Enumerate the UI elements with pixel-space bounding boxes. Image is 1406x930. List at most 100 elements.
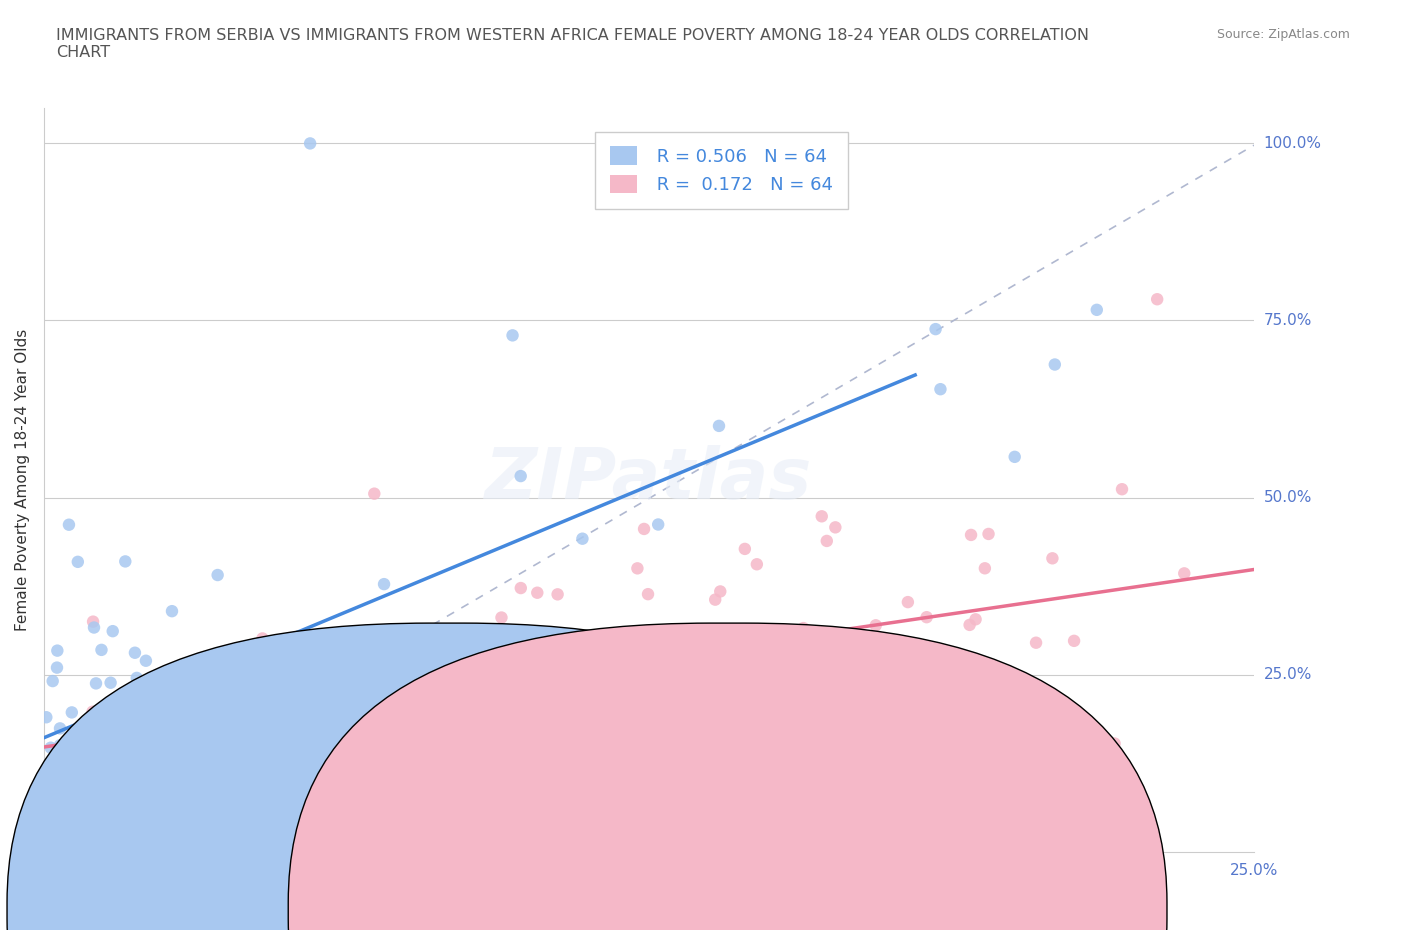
- Point: [502, 328, 524, 343]
- Point: [114, 554, 136, 569]
- Point: [135, 653, 157, 668]
- Point: [252, 631, 274, 646]
- Point: [884, 658, 907, 672]
- Point: [37, 777, 59, 792]
- Point: [155, 703, 177, 718]
- Point: [419, 741, 441, 756]
- Point: [792, 620, 814, 635]
- Point: [104, 699, 127, 714]
- Point: [323, 749, 346, 764]
- Point: [139, 700, 162, 715]
- Point: [276, 671, 298, 686]
- Text: 25.0%: 25.0%: [1264, 667, 1312, 682]
- Text: IMMIGRANTS FROM SERBIA VS IMMIGRANTS FROM WESTERN AFRICA FEMALE POVERTY AMONG 18: IMMIGRANTS FROM SERBIA VS IMMIGRANTS FRO…: [56, 28, 1090, 60]
- Point: [707, 418, 730, 433]
- Point: [49, 721, 72, 736]
- Point: [214, 787, 236, 802]
- Point: [346, 711, 368, 725]
- Point: [1063, 633, 1085, 648]
- Point: [363, 486, 385, 501]
- Point: [915, 610, 938, 625]
- Point: [704, 592, 727, 607]
- Point: [157, 830, 180, 845]
- Point: [1004, 449, 1026, 464]
- Point: [174, 830, 197, 845]
- Point: [1173, 566, 1195, 581]
- Point: [177, 751, 200, 765]
- Point: [626, 561, 648, 576]
- Point: [633, 522, 655, 537]
- Point: [105, 725, 128, 740]
- Point: [35, 710, 58, 724]
- Point: [219, 723, 242, 737]
- Point: [409, 816, 432, 830]
- Point: [734, 541, 756, 556]
- Point: [752, 670, 775, 684]
- Point: [51, 790, 73, 804]
- Point: [929, 381, 952, 396]
- Point: [46, 660, 69, 675]
- Text: 50.0%: 50.0%: [1264, 490, 1312, 505]
- Point: [1025, 635, 1047, 650]
- Point: [526, 585, 548, 600]
- Point: [637, 587, 659, 602]
- Point: [231, 656, 253, 671]
- Point: [39, 830, 62, 845]
- Point: [658, 630, 681, 644]
- Point: [998, 776, 1021, 790]
- Point: [86, 830, 108, 845]
- Point: [44, 801, 66, 816]
- Point: [1043, 357, 1066, 372]
- Point: [84, 830, 107, 845]
- Point: [547, 587, 569, 602]
- Point: [969, 787, 991, 802]
- Point: [118, 830, 141, 845]
- Point: [83, 620, 105, 635]
- Text: Source: ZipAtlas.com: Source: ZipAtlas.com: [1216, 28, 1350, 41]
- Point: [46, 644, 69, 658]
- Point: [188, 703, 211, 718]
- Point: [509, 469, 531, 484]
- Point: [810, 509, 832, 524]
- Point: [1111, 482, 1133, 497]
- Point: [745, 557, 768, 572]
- Point: [353, 804, 375, 818]
- Point: [647, 517, 669, 532]
- Point: [959, 618, 981, 632]
- Point: [977, 526, 1000, 541]
- Point: [65, 803, 87, 817]
- Point: [125, 671, 148, 685]
- Point: [1054, 740, 1077, 755]
- Point: [59, 790, 82, 805]
- Point: [160, 604, 183, 618]
- Point: [865, 618, 887, 632]
- Point: [82, 704, 104, 719]
- Text: 75.0%: 75.0%: [1264, 313, 1312, 328]
- Point: [35, 768, 58, 783]
- Point: [225, 808, 247, 823]
- Point: [100, 675, 122, 690]
- Point: [58, 739, 80, 754]
- Point: [117, 732, 139, 747]
- Point: [965, 612, 987, 627]
- Point: [832, 690, 855, 705]
- Point: [66, 554, 89, 569]
- Text: ZIPatlas: ZIPatlas: [485, 445, 813, 514]
- Point: [651, 757, 673, 772]
- Point: [897, 594, 920, 609]
- Point: [491, 610, 513, 625]
- Point: [101, 624, 124, 639]
- Point: [49, 737, 72, 752]
- Point: [1146, 292, 1168, 307]
- Point: [373, 577, 395, 591]
- Point: [824, 520, 846, 535]
- Legend:  R = 0.506   N = 64,  R =  0.172   N = 64: R = 0.506 N = 64, R = 0.172 N = 64: [595, 132, 848, 208]
- Point: [960, 527, 983, 542]
- Point: [935, 666, 957, 681]
- Point: [39, 740, 62, 755]
- Point: [815, 534, 838, 549]
- Y-axis label: Female Poverty Among 18-24 Year Olds: Female Poverty Among 18-24 Year Olds: [15, 328, 30, 631]
- Point: [90, 802, 112, 817]
- Point: [613, 674, 636, 689]
- Point: [60, 705, 83, 720]
